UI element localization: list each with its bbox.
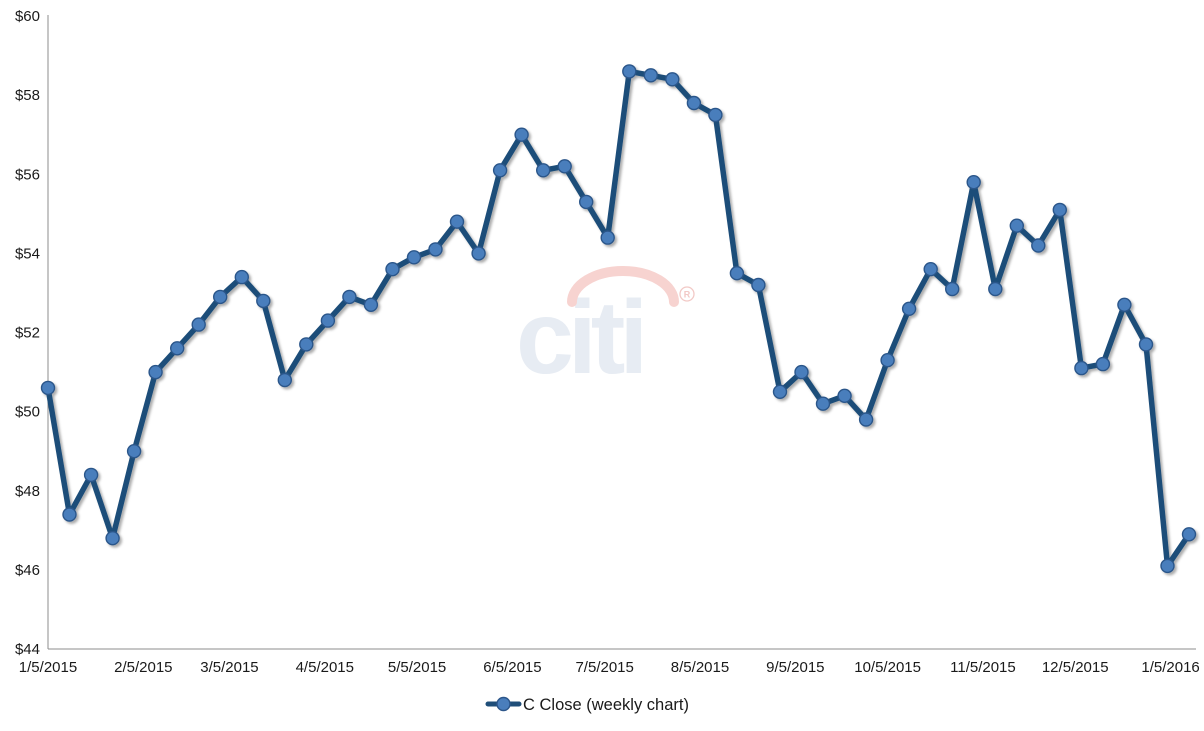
y-axis-labels: $44 $46 $48 $50 $52 $54 $56 $58 $60 <box>15 8 40 658</box>
axes <box>47 15 1196 650</box>
watermark-arc <box>567 266 679 307</box>
data-point-marker <box>536 163 551 178</box>
x-tick-label: 9/5/2015 <box>766 659 824 676</box>
data-point-marker <box>600 230 615 245</box>
data-point-marker <box>665 72 680 87</box>
data-point-marker <box>126 444 142 459</box>
x-tick-label: 12/5/2015 <box>1042 659 1109 676</box>
y-tick-label: $52 <box>15 325 40 342</box>
data-point-marker <box>342 289 357 305</box>
data-point-marker <box>880 353 895 368</box>
watermark-text: citi <box>516 280 642 396</box>
data-point-marker <box>1031 238 1046 253</box>
data-point-marker <box>1052 202 1068 218</box>
data-point-marker <box>363 297 379 312</box>
data-point-marker <box>40 380 56 396</box>
data-point-marker <box>406 250 422 265</box>
data-point-marker <box>1095 356 1111 372</box>
data-point-marker <box>837 388 852 403</box>
data-point-marker <box>299 337 314 352</box>
data-point-marker <box>815 396 831 411</box>
data-point-marker <box>148 364 163 380</box>
legend-marker-icon <box>496 696 511 712</box>
data-point-marker <box>62 507 77 522</box>
data-point-marker <box>212 289 228 305</box>
data-point-marker <box>449 214 465 229</box>
data-point-marker <box>557 159 572 174</box>
data-point-marker <box>428 242 443 257</box>
x-tick-label: 8/5/2015 <box>671 659 729 676</box>
data-point-marker <box>945 281 960 297</box>
data-point-marker <box>751 277 766 293</box>
x-tick-label: 1/5/2015 <box>19 659 77 676</box>
data-point-marker <box>1138 337 1154 352</box>
data-point-marker <box>1181 527 1197 542</box>
data-point-marker <box>923 262 938 277</box>
y-tick-label: $48 <box>15 483 40 500</box>
data-point-marker <box>471 246 486 261</box>
x-tick-label: 1/5/2016 <box>1141 659 1199 676</box>
series-c-close <box>40 64 1197 574</box>
x-tick-label: 4/5/2015 <box>296 659 354 676</box>
registered-mark-circle <box>679 286 695 302</box>
y-tick-label: $60 <box>15 8 40 25</box>
data-point-marker <box>1074 360 1089 376</box>
data-point-marker <box>579 194 594 210</box>
data-point-marker <box>988 281 1003 297</box>
x-axis-labels: 1/5/2015 2/5/2015 3/5/2015 4/5/2015 5/5/2015… <box>19 659 1200 676</box>
data-point-marker <box>169 341 185 356</box>
data-point-marker <box>901 301 917 316</box>
data-point-marker <box>1117 297 1132 312</box>
data-point-marker <box>858 412 874 427</box>
legend-label: C Close (weekly chart) <box>523 696 689 714</box>
y-tick-label: $50 <box>15 404 40 421</box>
data-point-marker <box>105 531 120 546</box>
legend: C Close (weekly chart) <box>485 696 689 714</box>
y-tick-label: $44 <box>15 641 40 658</box>
registered-mark-letter: R <box>684 290 691 300</box>
data-point-marker <box>256 293 271 309</box>
data-point-marker <box>729 266 745 281</box>
data-point-marker <box>514 127 529 142</box>
data-point-marker <box>234 269 250 285</box>
data-point-marker <box>966 174 981 190</box>
data-point-marker <box>686 95 702 111</box>
citi-watermark: citi R <box>516 266 695 396</box>
data-point-marker <box>772 384 788 399</box>
data-point-marker <box>708 107 723 123</box>
data-point-marker <box>643 68 658 83</box>
data-point-marker <box>1160 558 1175 574</box>
y-tick-label: $54 <box>15 245 40 262</box>
data-point-marker <box>385 262 400 277</box>
x-tick-label: 6/5/2015 <box>483 659 541 676</box>
x-tick-label: 5/5/2015 <box>388 659 446 676</box>
x-tick-label: 2/5/2015 <box>114 659 172 676</box>
data-point-marker <box>277 372 292 388</box>
x-tick-label: 7/5/2015 <box>575 659 633 676</box>
data-point-marker <box>320 313 336 328</box>
data-point-marker <box>622 64 637 79</box>
data-point-marker <box>1009 218 1024 233</box>
x-tick-label: 11/5/2015 <box>950 659 1016 676</box>
y-tick-label: $46 <box>15 562 40 579</box>
x-tick-label: 3/5/2015 <box>200 659 258 676</box>
data-point-marker <box>191 317 206 332</box>
x-tick-label: 10/5/2015 <box>854 659 921 676</box>
data-point-marker <box>794 364 809 380</box>
y-tick-label: $58 <box>15 87 40 104</box>
y-tick-label: $56 <box>15 166 40 183</box>
data-point-marker <box>83 467 99 483</box>
data-point-marker <box>492 163 508 178</box>
